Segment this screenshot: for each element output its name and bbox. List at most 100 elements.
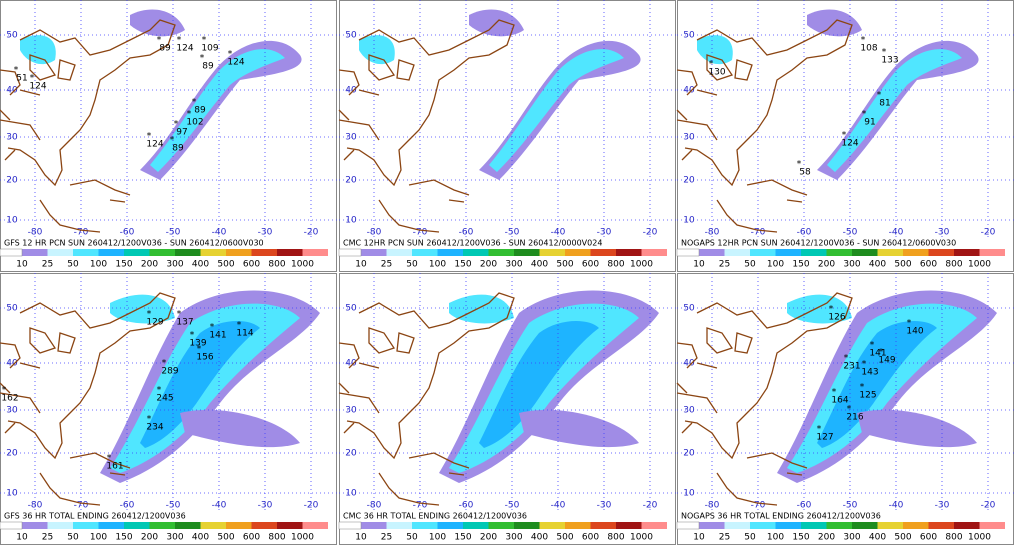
lon-label: -40: [551, 228, 566, 238]
legend-label: 150: [792, 260, 809, 270]
caption: NOGAPS 36 HR TOTAL ENDING 260412/1200V03…: [681, 512, 881, 521]
station-value: 140: [906, 327, 923, 337]
legend-swatch: [565, 522, 591, 529]
legend-label: 150: [454, 533, 471, 543]
legend-label: 500: [217, 260, 234, 270]
station-value: 161: [106, 462, 123, 472]
legend-label: 800: [945, 260, 962, 270]
caption: CMC 12HR PCN SUN 260412/1200V036 - SUN 2…: [343, 239, 602, 248]
station-value: 127: [816, 433, 833, 443]
station-value: 162: [1, 394, 18, 404]
legend-label: 25: [42, 260, 53, 270]
lon-label: -60: [120, 501, 135, 511]
station-value: 89: [159, 44, 171, 54]
legend-label: 300: [505, 533, 522, 543]
station-value: 139: [189, 339, 206, 349]
legend-label: 25: [381, 533, 392, 543]
legend-swatch: [488, 249, 514, 256]
star: *: [882, 48, 887, 58]
legend-swatch: [412, 522, 438, 529]
precip-area: [150, 49, 285, 172]
lon-label: -30: [258, 501, 273, 511]
legend-label: 10: [693, 533, 705, 543]
legend-label: 10: [16, 533, 28, 543]
station-value: 108: [860, 44, 877, 54]
lon-label: -70: [74, 501, 89, 511]
legend-swatch: [539, 249, 565, 256]
legend-swatch: [437, 249, 463, 256]
legend-swatch: [826, 249, 852, 256]
star: *: [177, 310, 182, 320]
legend-swatch: [149, 249, 175, 256]
lon-label: -30: [597, 501, 612, 511]
legend-swatch: [514, 522, 540, 529]
legend-label: 400: [192, 533, 209, 543]
legend-swatch: [801, 522, 827, 529]
legend-label: 800: [607, 533, 624, 543]
legend-label: 25: [719, 533, 730, 543]
station-value: 89: [202, 62, 214, 72]
legend-swatch: [539, 522, 565, 529]
lon-label: -50: [505, 501, 520, 511]
lat-label: 20: [683, 176, 695, 186]
lon-label: -30: [935, 501, 950, 511]
lat-label: 10: [345, 216, 357, 226]
lon-label: -70: [413, 228, 428, 238]
station-value: 164: [831, 396, 848, 406]
legend-swatch: [699, 249, 725, 256]
precip-area: [140, 321, 260, 448]
coastline: [0, 292, 176, 506]
star: *: [202, 36, 207, 46]
lon-label: -60: [120, 228, 135, 238]
precip-area: [479, 321, 599, 448]
legend-swatch: [124, 522, 150, 529]
lon-label: -40: [889, 501, 904, 511]
lon-label: -80: [705, 228, 720, 238]
legend-label: 500: [556, 533, 573, 543]
caption: GFS 36 HR TOTAL ENDING 260412/1200V036: [4, 512, 186, 521]
legend-swatch: [750, 522, 776, 529]
legend-label: 600: [243, 260, 260, 270]
star: *: [844, 354, 849, 364]
coastline: [338, 19, 515, 233]
legend-label: 800: [268, 533, 285, 543]
legend-label: 300: [166, 260, 183, 270]
station-value: 89: [172, 144, 184, 154]
legend-swatch: [724, 522, 750, 529]
station-value: 141: [209, 331, 226, 341]
star: *: [829, 305, 834, 315]
legend-label: 800: [607, 260, 624, 270]
legend-swatch: [98, 522, 124, 529]
station-value: 143: [861, 368, 878, 378]
star: *: [860, 383, 865, 393]
station-value: 231: [843, 362, 860, 372]
star: *: [870, 341, 875, 351]
lat-label: 40: [6, 359, 18, 369]
legend-swatch: [488, 522, 514, 529]
lon-label: -70: [413, 501, 428, 511]
station-value: 91: [864, 118, 875, 128]
precip-area: [110, 294, 175, 324]
lon-label: -20: [643, 228, 658, 238]
lat-label: 20: [6, 449, 18, 459]
legend-label: 100: [90, 533, 107, 543]
legend-swatch: [175, 522, 201, 529]
legend-label: 500: [894, 260, 911, 270]
star: *: [157, 36, 162, 46]
legend-label: 25: [381, 260, 392, 270]
legend-swatch: [877, 249, 903, 256]
legend-label: 600: [582, 260, 599, 270]
legend-swatch: [954, 522, 980, 529]
station-value: 89: [194, 106, 206, 116]
legend-swatch: [903, 522, 929, 529]
star: *: [147, 132, 152, 142]
legend-swatch: [616, 522, 642, 529]
lon-label: -20: [643, 501, 658, 511]
legend-swatch: [302, 249, 328, 256]
legend-label: 50: [744, 533, 756, 543]
lon-label: -50: [843, 228, 858, 238]
legend-swatch: [47, 249, 73, 256]
star: *: [797, 160, 802, 170]
